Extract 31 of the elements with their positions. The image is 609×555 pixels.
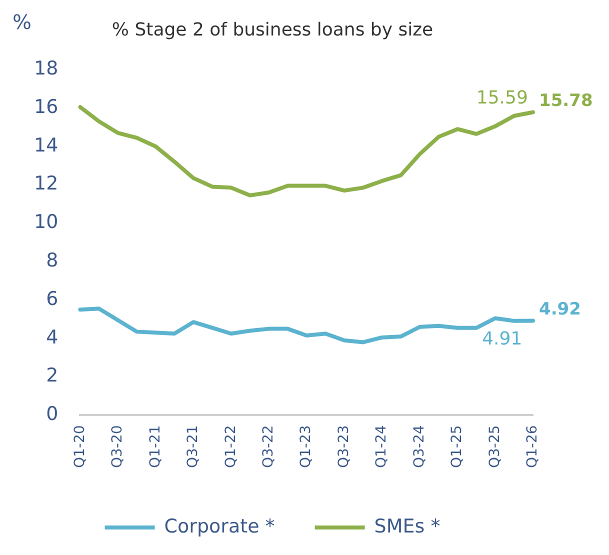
x-tick-label: Q3-24 (411, 425, 428, 468)
x-tick-label: Q3-25 (486, 425, 503, 468)
x-tick-label: Q3-21 (185, 425, 202, 468)
x-tick-label: Q1-23 (298, 425, 314, 468)
y-tick-label: 4 (46, 326, 58, 348)
x-tick-label: Q1-22 (222, 425, 239, 468)
x-tick-label: Q1-21 (147, 425, 164, 468)
x-tick-label: Q3-20 (110, 425, 126, 468)
legend-label: SMEs * (374, 515, 440, 538)
legend-label: Corporate * (164, 515, 275, 538)
data-label: 4.91 (482, 328, 522, 350)
y-tick-label: 6 (46, 288, 58, 310)
x-tick-label: Q1-20 (72, 425, 88, 468)
x-tick-label: Q1-26 (524, 425, 541, 468)
chart-title: % Stage 2 of business loans by size (112, 19, 434, 40)
y-axis-title: % (12, 10, 32, 34)
data-label: 4.92 (539, 300, 581, 320)
x-tick-label: Q1-24 (374, 425, 390, 468)
y-tick-label: 10 (34, 211, 58, 234)
x-tick-label: Q3-23 (336, 425, 352, 468)
y-tick-label: 2 (46, 364, 58, 387)
y-tick-label: 18 (34, 58, 58, 80)
x-tick-label: Q3-22 (260, 425, 276, 468)
data-label: 15.59 (476, 88, 528, 109)
data-label: 15.78 (539, 91, 593, 112)
y-tick-label: 12 (34, 172, 58, 195)
y-tick-label: 0 (46, 403, 58, 426)
y-tick-label: 14 (34, 134, 58, 156)
y-tick-label: 8 (46, 250, 58, 272)
y-tick-label: 16 (34, 96, 58, 118)
x-tick-label: Q1-25 (449, 425, 466, 468)
